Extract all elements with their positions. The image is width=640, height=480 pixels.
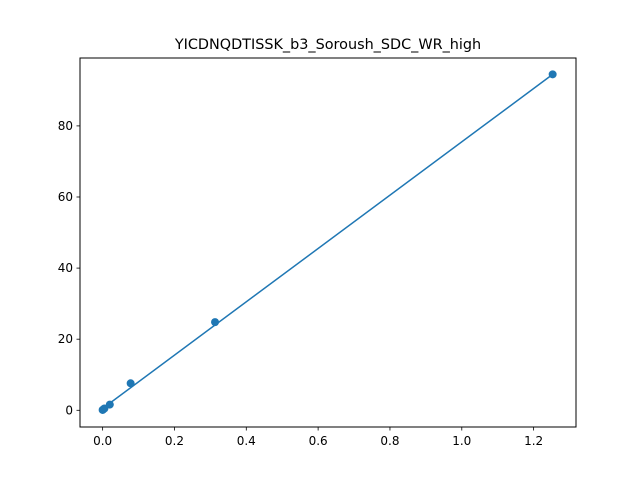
y-tick-label: 80 bbox=[58, 119, 73, 133]
y-axis: 0 20 40 60 80 bbox=[58, 119, 80, 417]
x-tick-label: 0.2 bbox=[165, 434, 184, 448]
y-tick-label: 20 bbox=[58, 332, 73, 346]
axes-frame bbox=[79, 57, 577, 428]
x-tick-label: 0.4 bbox=[237, 434, 256, 448]
x-axis: 0.0 0.2 0.4 0.6 0.8 1.0 1.2 bbox=[93, 427, 543, 448]
data-point bbox=[105, 400, 114, 409]
x-tick-label: 0.0 bbox=[93, 434, 112, 448]
plot-area bbox=[98, 70, 557, 414]
y-tick-label: 60 bbox=[58, 190, 73, 204]
chart-title: YICDNQDTISSK_b3_Soroush_SDC_WR_high bbox=[174, 37, 481, 53]
fit-line bbox=[102, 73, 554, 410]
y-tick-label: 0 bbox=[65, 403, 73, 417]
x-tick-label: 0.8 bbox=[380, 434, 399, 448]
data-point bbox=[126, 379, 135, 388]
y-tick-label: 40 bbox=[58, 261, 73, 275]
x-tick-label: 1.2 bbox=[524, 434, 543, 448]
data-point bbox=[548, 70, 557, 79]
x-tick-label: 0.6 bbox=[309, 434, 328, 448]
x-tick-label: 1.0 bbox=[452, 434, 471, 448]
data-point bbox=[211, 318, 220, 327]
